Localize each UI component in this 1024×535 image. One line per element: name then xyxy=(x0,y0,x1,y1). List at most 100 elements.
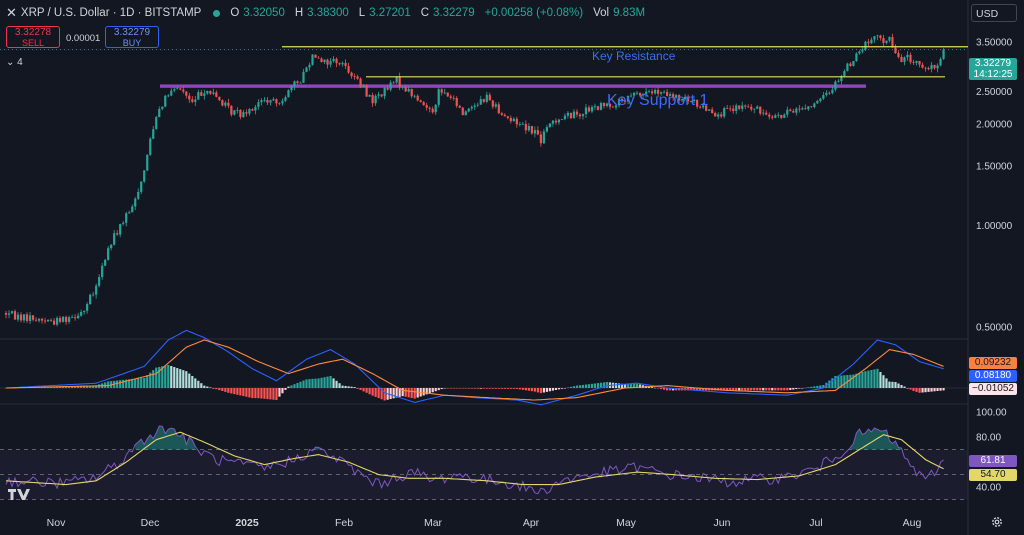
macd-histogram-bar xyxy=(666,388,669,391)
open-label: O xyxy=(230,7,240,19)
macd-histogram-bar xyxy=(176,368,179,388)
macd-histogram-bar xyxy=(155,367,158,388)
candle-body xyxy=(684,96,687,100)
candle-body xyxy=(840,75,843,82)
macd-histogram-bar xyxy=(425,388,428,395)
candle-body xyxy=(290,86,293,91)
time-label: Feb xyxy=(335,517,353,529)
candle-body xyxy=(900,56,903,62)
candle-body xyxy=(431,108,434,113)
candle-body xyxy=(170,90,173,96)
macd-histogram-bar xyxy=(530,388,533,392)
candle-body xyxy=(398,76,401,88)
macd-histogram-bar xyxy=(506,388,509,389)
macd-histogram-bar xyxy=(551,388,555,391)
candle-body xyxy=(933,64,936,69)
settings-gear-icon[interactable] xyxy=(991,516,1003,528)
candle-body xyxy=(605,103,609,106)
candle-body xyxy=(443,92,446,94)
macd-signal-line xyxy=(5,339,944,401)
candle-body xyxy=(467,108,470,112)
candle-body xyxy=(113,233,116,245)
currency-selector[interactable]: USD xyxy=(971,4,1017,22)
candle-body xyxy=(593,106,597,108)
candle-body xyxy=(401,86,404,88)
candle-body xyxy=(16,314,20,320)
candle-body xyxy=(738,105,741,109)
candle-body xyxy=(374,95,377,104)
candle-body xyxy=(678,95,681,101)
candle-body xyxy=(849,63,852,66)
candle-body xyxy=(714,113,717,117)
candle-body xyxy=(323,59,326,63)
time-label: Apr xyxy=(523,517,540,529)
candle-body xyxy=(233,110,236,115)
macd-histogram-bar xyxy=(128,379,131,388)
candle-body xyxy=(614,105,618,108)
tradingview-logo xyxy=(8,489,30,500)
candle-body xyxy=(942,49,945,59)
candle-body xyxy=(626,95,630,102)
candle-body xyxy=(125,213,128,223)
macd-histogram-bar xyxy=(536,388,539,393)
macd-histogram-bar xyxy=(921,388,924,393)
candle-body xyxy=(936,65,939,69)
macd-histogram-bar xyxy=(77,385,80,388)
macd-histogram-bar xyxy=(879,372,882,388)
close-icon[interactable]: ✕ xyxy=(6,5,17,20)
macd-histogram-bar xyxy=(239,388,242,396)
macd-histogram-bar xyxy=(762,388,765,391)
macd-histogram-bar xyxy=(326,376,329,388)
macd-histogram-bar xyxy=(942,388,945,391)
macd-histogram-bar xyxy=(569,386,573,388)
macd-histogram-bar xyxy=(413,388,416,399)
macd-histogram-bar xyxy=(599,382,603,388)
candle-body xyxy=(771,116,774,118)
macd-histogram-bar xyxy=(320,377,323,388)
candle-body xyxy=(533,130,536,134)
buy-button[interactable]: 3.32279 BUY xyxy=(105,26,159,48)
candle-body xyxy=(903,57,906,62)
candle-body xyxy=(146,154,149,171)
macd-histogram-bar xyxy=(209,387,212,388)
macd-histogram-bar xyxy=(894,382,897,388)
macd-histogram-bar xyxy=(623,384,627,388)
macd-histogram-bar xyxy=(371,388,374,396)
symbol-title[interactable]: XRP / U.S. Dollar · 1D · BITSTAMP xyxy=(20,7,202,19)
candle-body xyxy=(699,106,702,108)
candle-body xyxy=(311,54,314,65)
macd-histogram-bar xyxy=(882,375,885,388)
candle-body xyxy=(897,53,900,57)
candle-body xyxy=(110,244,113,249)
macd-histogram-bar xyxy=(476,388,479,389)
candle-body xyxy=(927,67,930,70)
candle-body xyxy=(377,94,380,96)
candle-body xyxy=(152,129,155,139)
macd-histogram-bar xyxy=(461,388,464,389)
candle-body xyxy=(263,99,266,101)
macd-histogram-bar xyxy=(92,385,95,388)
macd-histogram-bar xyxy=(690,388,693,391)
macd-histogram-bar xyxy=(539,388,542,394)
macd-histogram-bar xyxy=(620,383,624,388)
candle-body xyxy=(741,105,744,109)
candle-body xyxy=(284,97,287,101)
candle-body xyxy=(386,88,389,90)
candle-body xyxy=(158,108,161,118)
candle-body xyxy=(813,103,816,108)
candle-body xyxy=(176,88,179,90)
macd-histogram-bar xyxy=(356,388,359,389)
macd-histogram-bar xyxy=(392,388,395,399)
rsi-tick-label: 100.00 xyxy=(976,408,1007,419)
price-tick-label: 3.50000 xyxy=(976,38,1013,49)
macd-histogram-bar xyxy=(467,388,470,389)
candle-body xyxy=(275,99,278,104)
macd-histogram-bar xyxy=(801,388,804,389)
macd-histogram-bar xyxy=(137,378,140,388)
macd-histogram-bar xyxy=(626,384,630,388)
macd-histogram-bar xyxy=(503,388,506,389)
indicators-toggle[interactable]: ⌄ 4 xyxy=(6,57,23,68)
sell-button[interactable]: 3.32278 SELL xyxy=(6,26,60,48)
macd-histogram-bar xyxy=(635,383,639,388)
